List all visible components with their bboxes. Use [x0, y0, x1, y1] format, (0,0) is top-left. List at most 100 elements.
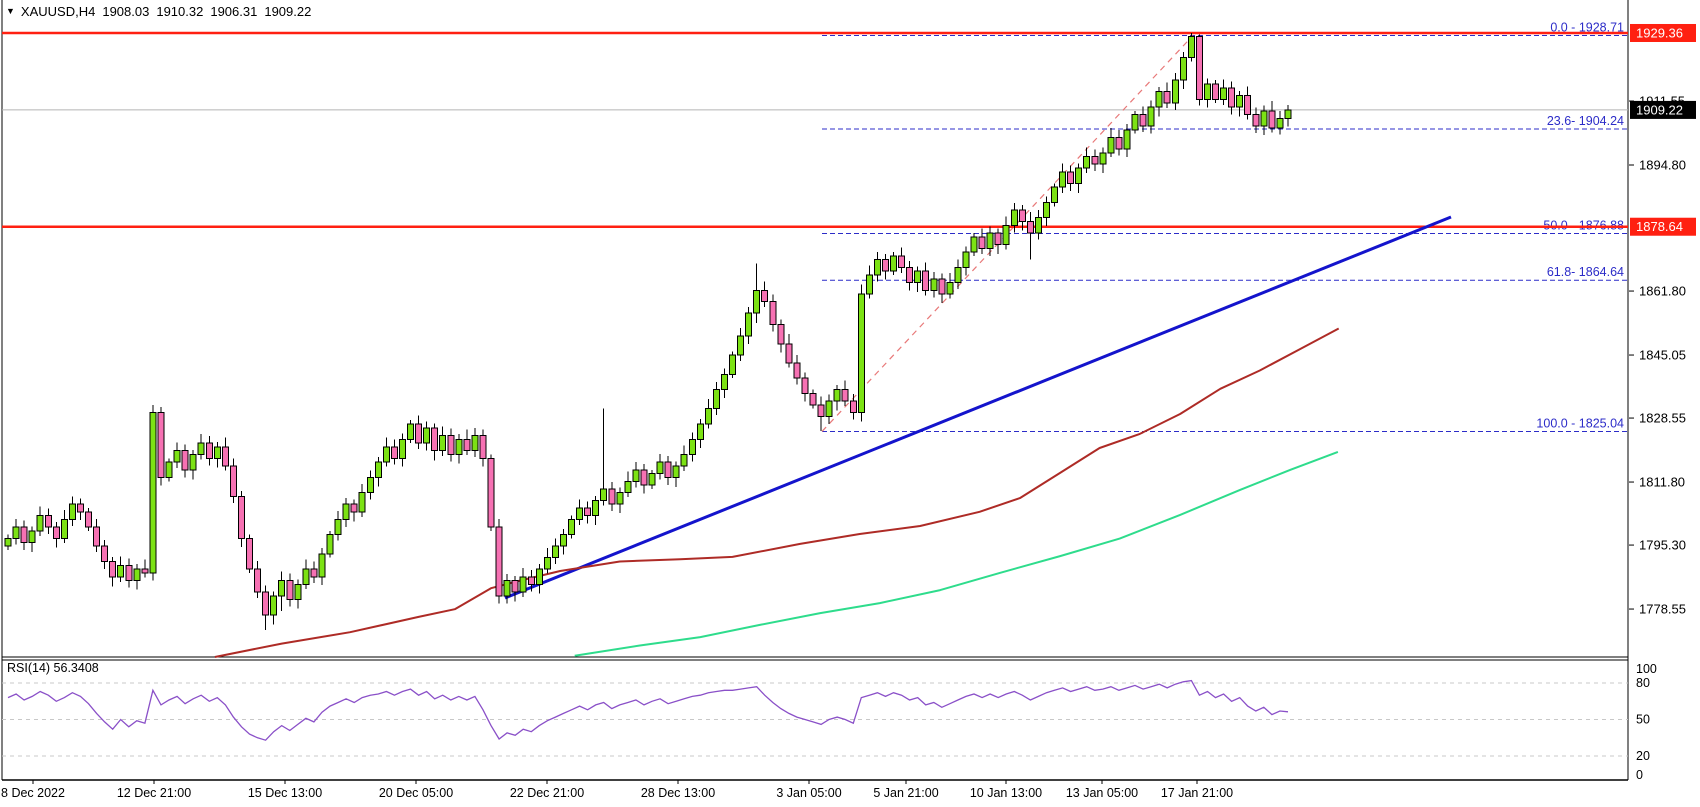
candle — [246, 534, 253, 573]
candle — [1268, 101, 1276, 133]
candle — [302, 559, 310, 589]
candle — [479, 429, 487, 467]
candle — [221, 437, 229, 471]
moving-average-slow — [574, 450, 1339, 657]
line-price-badge: 1878.64 — [1630, 217, 1696, 236]
candle — [576, 499, 584, 526]
candle — [173, 442, 181, 468]
candle — [495, 518, 503, 604]
candle — [809, 389, 817, 409]
candle — [938, 273, 946, 304]
candle — [1179, 52, 1187, 90]
candle — [849, 394, 857, 420]
candle — [785, 334, 793, 368]
candle — [624, 471, 632, 498]
svg-text:15 Dec 13:00: 15 Dec 13:00 — [248, 786, 322, 800]
candle — [745, 306, 753, 344]
candle — [1203, 78, 1211, 108]
candle — [906, 261, 914, 291]
candle — [857, 284, 865, 422]
chart-expand-icon[interactable]: ▼ — [6, 6, 15, 16]
candle — [584, 501, 592, 524]
price-axis[interactable]: 1911.551894.801861.801845.051828.551811.… — [1629, 23, 1696, 617]
candle — [696, 418, 704, 449]
candle — [1212, 80, 1219, 104]
candle — [962, 246, 970, 276]
candle — [181, 444, 189, 478]
ascending-trendline[interactable] — [504, 215, 1452, 600]
candle — [1131, 110, 1139, 134]
candle — [753, 263, 761, 323]
candle — [616, 487, 624, 514]
candle — [793, 355, 801, 385]
candle — [1051, 183, 1058, 207]
candle — [415, 415, 423, 449]
current-price-badge: 1909.22 — [1630, 100, 1696, 119]
candle — [664, 455, 672, 486]
candle — [777, 319, 785, 353]
candle — [704, 399, 712, 429]
candle — [294, 579, 302, 609]
candle — [1252, 107, 1260, 134]
svg-text:12 Dec 21:00: 12 Dec 21:00 — [117, 786, 191, 800]
candle — [568, 515, 575, 539]
candle — [471, 427, 479, 458]
candles-layer — [4, 33, 1292, 631]
svg-text:10 Jan 13:00: 10 Jan 13:00 — [970, 786, 1042, 800]
horizontal-resistance-lines[interactable] — [2, 31, 1628, 228]
candle — [4, 534, 12, 551]
svg-text:23.6- 1904.24: 23.6- 1904.24 — [1547, 114, 1624, 128]
candle — [930, 271, 938, 298]
svg-text:1811.80: 1811.80 — [1639, 475, 1685, 490]
candle — [1187, 33, 1195, 62]
svg-text:100.0 - 1825.04: 100.0 - 1825.04 — [1536, 416, 1624, 430]
candle — [1083, 147, 1091, 174]
candle — [761, 281, 769, 307]
time-axis[interactable]: 8 Dec 2022 12 Dec 21:00 15 Dec 13:00 20 Dec… — [1, 780, 1233, 800]
candle — [125, 558, 133, 588]
svg-text:100: 100 — [1636, 662, 1657, 676]
candle — [1163, 82, 1171, 109]
svg-text:1795.30: 1795.30 — [1639, 538, 1686, 553]
candle — [1236, 91, 1244, 117]
candle — [1260, 105, 1268, 135]
candle — [1091, 149, 1099, 172]
candle — [519, 567, 527, 598]
fibonacci-retracement[interactable]: 0.0 - 1928.71 23.6- 1904.24 50.0 - 1876.88… — [821, 20, 1628, 432]
candle — [1195, 34, 1203, 106]
svg-text:20 Dec 05:00: 20 Dec 05:00 — [379, 786, 453, 800]
candle — [1042, 196, 1050, 226]
candle — [511, 576, 519, 602]
candle — [1155, 87, 1163, 117]
candle — [52, 522, 60, 548]
candle — [68, 496, 76, 526]
candle — [1123, 124, 1131, 158]
candle — [881, 253, 889, 280]
chart-title: ▼ XAUUSD,H4 1908.03 1910.32 1906.31 1909.22 — [6, 4, 311, 19]
candle — [447, 428, 455, 462]
candle — [1139, 106, 1147, 132]
candle — [423, 421, 431, 451]
candle — [841, 380, 849, 407]
moving-average-fast — [214, 327, 1340, 658]
candle — [608, 481, 616, 512]
candle — [833, 385, 841, 411]
candle — [310, 561, 318, 584]
candle — [165, 458, 173, 482]
candle — [374, 457, 382, 487]
candle — [149, 404, 157, 581]
svg-text:1861.80: 1861.80 — [1639, 284, 1686, 299]
candle — [535, 564, 543, 594]
candle — [36, 506, 44, 537]
rsi-line — [7, 679, 1289, 741]
candle — [141, 559, 149, 578]
svg-text:50.0 - 1876.88: 50.0 - 1876.88 — [1543, 218, 1624, 232]
candle — [720, 368, 728, 398]
svg-text:28 Dec 13:00: 28 Dec 13:00 — [641, 786, 715, 800]
svg-text:3 Jan 05:00: 3 Jan 05:00 — [776, 786, 841, 800]
candle — [1284, 105, 1292, 127]
candle — [93, 518, 101, 552]
svg-text:1828.55: 1828.55 — [1639, 411, 1686, 426]
